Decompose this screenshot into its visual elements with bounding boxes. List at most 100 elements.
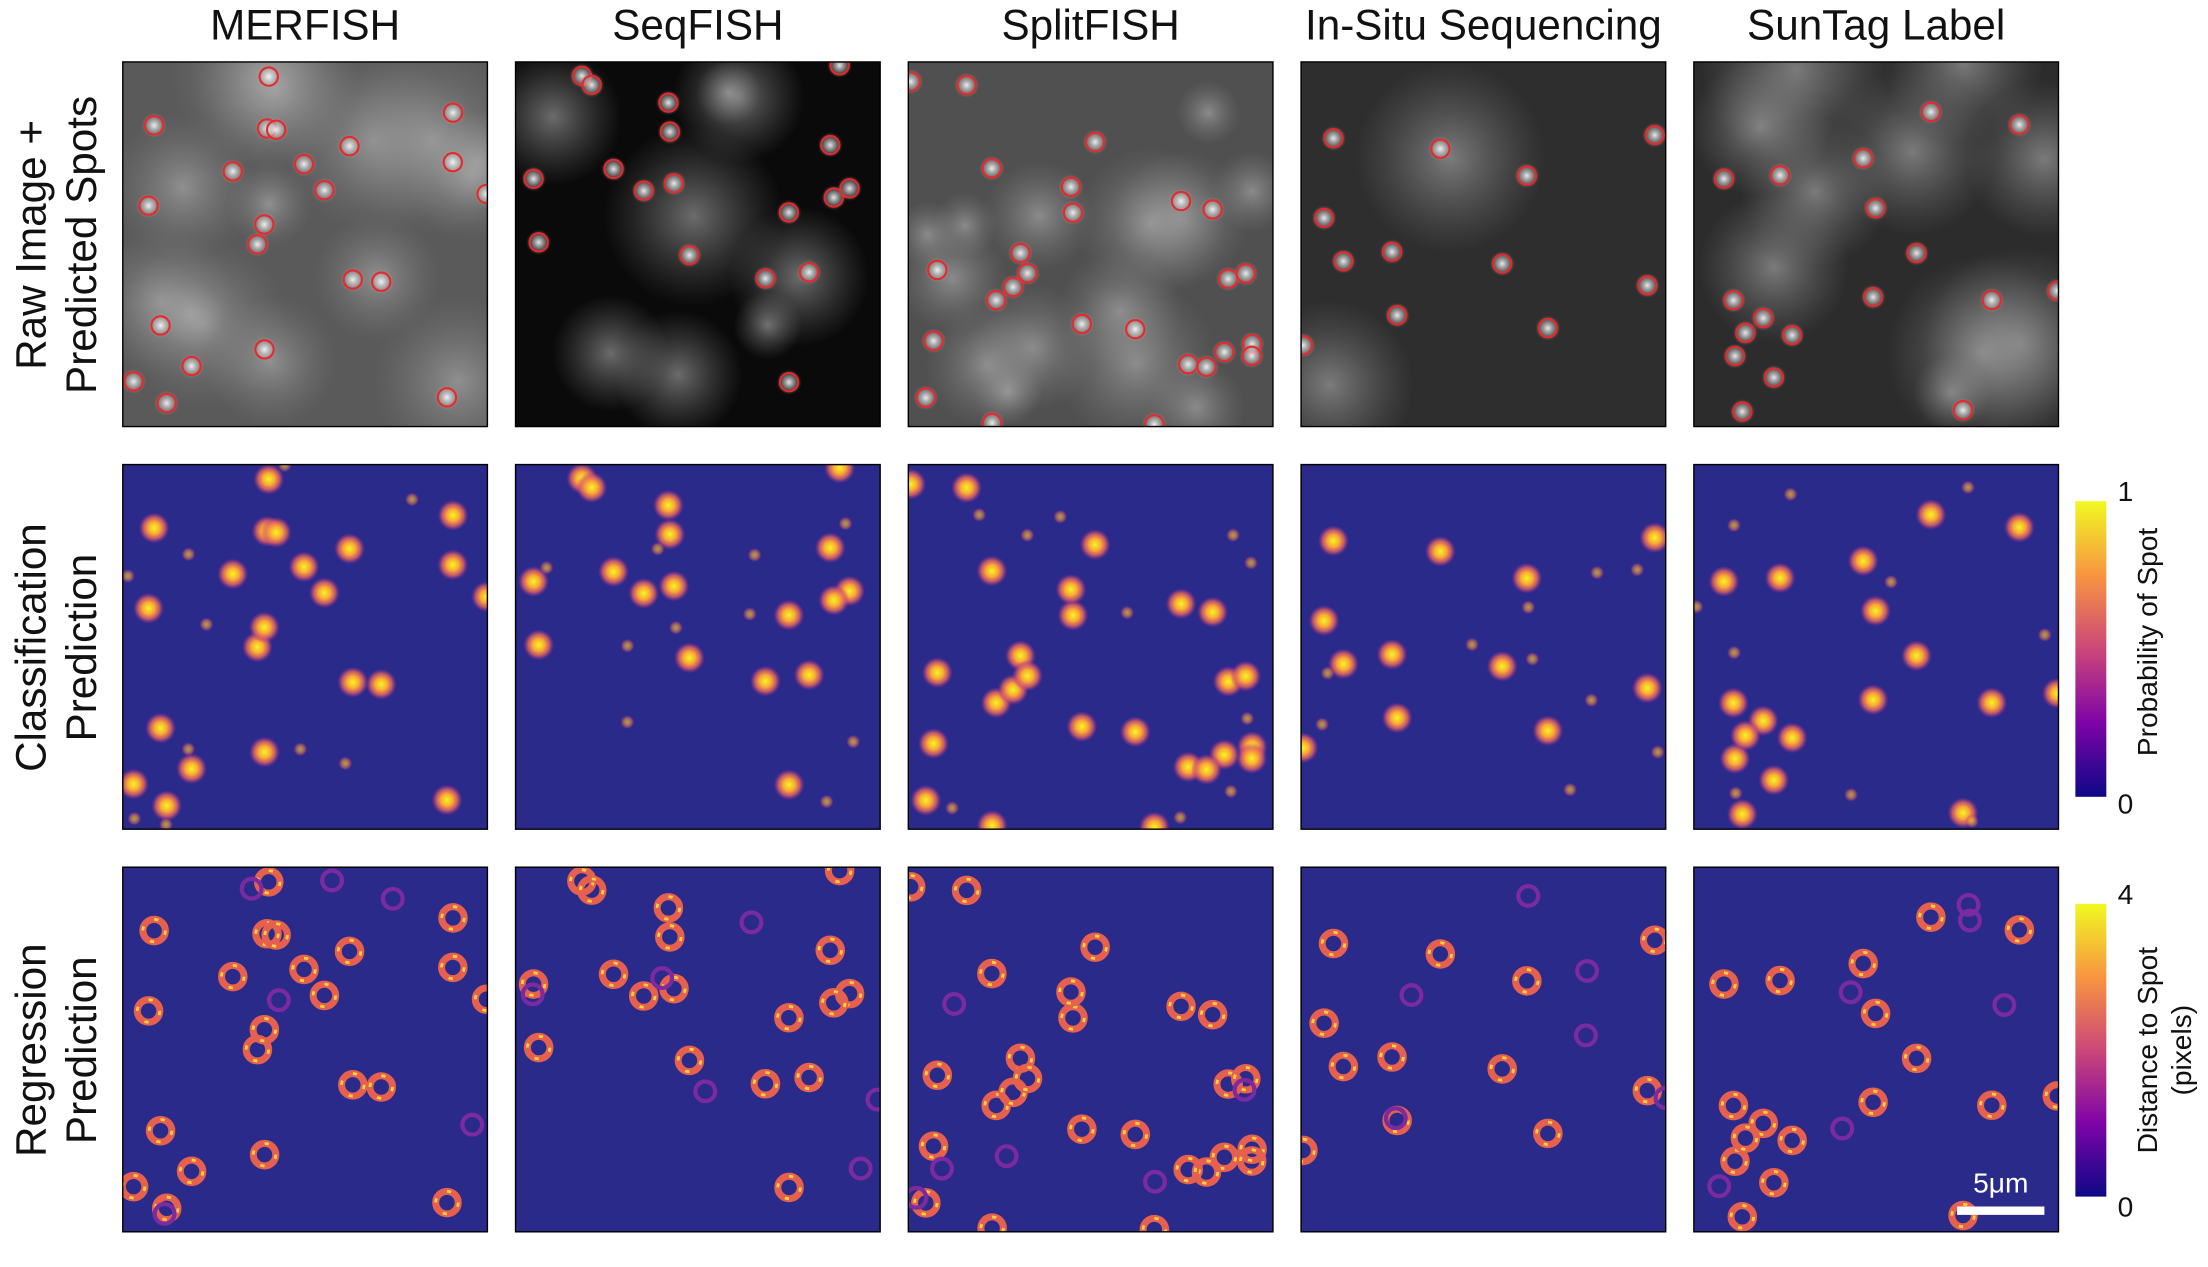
probability-blob xyxy=(1693,599,1704,614)
distance-ring-hi xyxy=(220,963,246,990)
distance-ring xyxy=(1232,1077,1257,1102)
haze xyxy=(552,294,670,412)
probability-blob xyxy=(1301,732,1319,764)
probability-blob xyxy=(1860,595,1892,627)
probability-blob xyxy=(1057,599,1089,631)
probability-blob xyxy=(1226,528,1241,543)
panel-frame xyxy=(122,463,489,830)
distance-ring-hi xyxy=(340,1072,366,1098)
distance-ring-hi xyxy=(776,1005,802,1031)
spot-glow xyxy=(979,410,1005,427)
probability-blob xyxy=(976,555,1008,587)
distance-ring-hi xyxy=(1711,971,1737,997)
distance-ring-hi xyxy=(368,1074,394,1100)
predicted-spot xyxy=(2009,114,2030,135)
probability-blob xyxy=(1915,499,1947,531)
colorbar-tick: 0 xyxy=(2118,789,2134,820)
predicted-spot xyxy=(2047,280,2059,301)
predicted-spot xyxy=(1301,334,1314,356)
haze xyxy=(195,61,357,170)
haze xyxy=(1883,61,2044,143)
probability-blob xyxy=(437,499,469,531)
distance-ring-hi xyxy=(251,1017,278,1043)
probability-blob xyxy=(1464,637,1480,652)
predicted-spot xyxy=(981,158,1003,179)
predicted-spot xyxy=(254,339,275,360)
distance-ring-hi xyxy=(1239,1136,1265,1162)
probability-blob xyxy=(620,638,635,653)
predicted-spot xyxy=(981,412,1003,427)
predicted-spot xyxy=(436,387,458,408)
distance-ring-hi xyxy=(1060,1005,1086,1031)
probability-blob xyxy=(1525,651,1540,667)
predicted-spot xyxy=(1202,199,1223,220)
distance-ring xyxy=(942,991,967,1016)
predicted-spot xyxy=(1386,305,1408,326)
haze xyxy=(1886,255,2059,427)
probability-blob xyxy=(1381,702,1413,734)
probability-blob xyxy=(598,556,630,588)
probability-blob xyxy=(951,472,983,504)
distance-ring xyxy=(1573,1023,1598,1048)
panel xyxy=(1301,464,1666,830)
distance-ring xyxy=(1142,1169,1167,1194)
distance-ring-hi xyxy=(135,998,162,1024)
haze xyxy=(1053,281,1219,427)
distance-ring-hi xyxy=(122,1174,147,1200)
predicted-spot xyxy=(633,180,654,201)
predicted-spot xyxy=(663,173,685,194)
predicted-spot xyxy=(342,269,364,290)
panel-frame xyxy=(1693,866,2060,1233)
haze xyxy=(1075,147,1227,299)
haze xyxy=(1301,300,1414,427)
probability-blob xyxy=(253,464,285,495)
panel xyxy=(908,61,1273,427)
distance-ring-hi xyxy=(1122,1121,1148,1148)
spot-glow xyxy=(908,68,924,95)
probability-blob xyxy=(1521,600,1536,615)
probability-blob xyxy=(122,768,150,800)
distance-ring-hi xyxy=(979,1215,1005,1232)
distance-ring xyxy=(1230,1063,1261,1094)
probability-blob xyxy=(293,742,308,757)
predicted-spot xyxy=(1060,176,1082,198)
probability-blob xyxy=(138,512,170,544)
distance-ring-hi xyxy=(600,961,627,987)
haze xyxy=(122,227,235,376)
colorbar xyxy=(2075,501,2107,797)
haze xyxy=(972,356,1043,427)
predicted-spot xyxy=(1010,242,1031,264)
predicted-spot xyxy=(1952,400,1974,421)
spot-glow xyxy=(1301,332,1316,358)
panel-frame xyxy=(514,866,881,1233)
distance-ring-hi xyxy=(1199,1002,1226,1028)
panel-frame xyxy=(514,61,881,428)
colorbar-tick: 0 xyxy=(2118,1191,2134,1222)
row-label-line: Regression xyxy=(7,943,54,1157)
distance-ring-hi xyxy=(1320,930,1347,957)
probability-blob xyxy=(431,784,463,816)
panel-frame xyxy=(1693,463,2060,830)
haze xyxy=(334,61,488,237)
probability-blob xyxy=(181,547,196,562)
probability-blob xyxy=(793,659,825,691)
predicted-spot xyxy=(581,74,602,96)
distance-ring-hi xyxy=(979,960,1005,987)
probability-blob xyxy=(1719,743,1751,775)
predicted-spot xyxy=(1235,263,1256,284)
distance-ring-hi xyxy=(1301,1137,1316,1164)
predicted-spot xyxy=(222,161,243,182)
column-title: SunTag Label xyxy=(1747,1,2005,48)
spot-glow xyxy=(826,61,853,79)
colorbar-title: Distance to Spot xyxy=(2132,947,2163,1154)
predicted-spot xyxy=(254,214,275,235)
probability-blob xyxy=(742,607,757,622)
predicted-spot xyxy=(659,121,681,142)
predicted-spot xyxy=(1732,401,1753,422)
probability-blob xyxy=(338,756,353,771)
panel xyxy=(515,61,881,427)
distance-ring-hi xyxy=(254,921,280,947)
distance-ring-hi xyxy=(1767,967,1793,994)
panel-bg xyxy=(1693,867,2059,1232)
predicted-spot xyxy=(1196,356,1217,378)
